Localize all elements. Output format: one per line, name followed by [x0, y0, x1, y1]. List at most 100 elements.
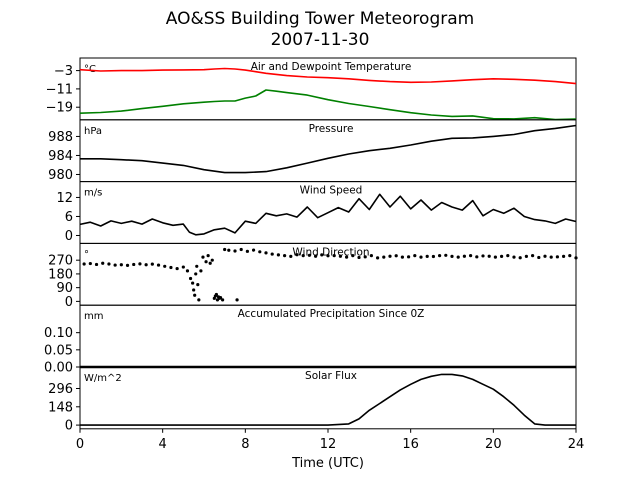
panel-pressure: 980 984 988 hPa Pressure: [48, 119, 577, 183]
panel-unit-label: °: [84, 249, 89, 260]
y-tick-label: 980: [48, 168, 73, 183]
panel-solar-flux: 0 148 296 W/m^2 Solar Flux: [48, 366, 577, 434]
panel-title: Wind Speed: [300, 185, 363, 197]
data-point: [493, 255, 497, 259]
data-point: [175, 266, 179, 271]
y-tick-label: 90: [56, 281, 73, 296]
data-point: [549, 255, 553, 259]
data-point: [413, 254, 417, 258]
panel-title: Pressure: [309, 123, 354, 135]
data-point: [518, 256, 522, 260]
data-point: [201, 255, 205, 259]
data-point: [283, 254, 287, 258]
data-point: [188, 276, 193, 281]
data-point: [88, 261, 92, 266]
panel-title: Solar Flux: [305, 370, 357, 382]
data-point: [239, 247, 243, 252]
data-point: [214, 292, 218, 297]
data-point: [150, 262, 154, 266]
data-point: [543, 254, 547, 258]
y-tick-label: 0.10: [44, 326, 73, 341]
data-point: [438, 254, 442, 258]
data-point: [208, 261, 212, 265]
data-point: [524, 254, 529, 258]
data-point: [456, 255, 460, 259]
data-point: [431, 254, 435, 259]
y-tick-label: 12: [56, 191, 73, 206]
y-tick-label: 0.05: [44, 343, 73, 358]
data-point: [419, 255, 423, 259]
data-point: [562, 254, 566, 258]
data-point: [258, 250, 262, 254]
data-point: [363, 255, 367, 259]
x-tick-label: 24: [568, 437, 585, 452]
data-point: [221, 298, 225, 302]
y-tick-label: 0: [65, 295, 73, 310]
data-point: [338, 254, 342, 258]
data-point: [195, 264, 199, 268]
data-point: [400, 255, 404, 259]
data-point: [369, 254, 373, 258]
data-point: [345, 255, 349, 259]
y-tick-label: 984: [48, 149, 73, 164]
data-point: [469, 254, 473, 258]
data-point: [210, 258, 214, 262]
data-point: [101, 261, 105, 265]
data-point: [113, 263, 117, 267]
y-tick-label: 988: [48, 130, 73, 145]
panels-group: −3 −11 −19 °C Air and Dewpoint Temperature 98…: [44, 57, 578, 434]
y-tick-label: 0.00: [44, 361, 73, 376]
data-point: [382, 255, 386, 259]
data-point: [132, 262, 136, 267]
data-point: [197, 298, 201, 302]
panel-precipitation: 0.00 0.05 0.10 mm Accumulated Precipitation …: [44, 304, 577, 376]
y-tick-label: 6: [65, 210, 73, 225]
data-point: [185, 269, 190, 273]
data-point: [264, 251, 268, 255]
data-point: [252, 248, 256, 252]
x-tick-label: 20: [485, 437, 502, 452]
data-point: [357, 255, 361, 260]
data-point: [326, 254, 330, 258]
data-point: [82, 262, 86, 266]
y-tick-label: −11: [46, 82, 73, 97]
data-point: [199, 269, 203, 273]
data-point: [107, 262, 111, 266]
series-line-default: [80, 373, 576, 426]
series-line-dewpoint: [79, 89, 577, 121]
data-point: [204, 260, 208, 264]
data-point: [500, 254, 504, 258]
data-point: [512, 255, 516, 259]
data-point: [388, 254, 392, 258]
x-tick-label: 8: [241, 437, 249, 452]
data-point: [537, 255, 541, 260]
series-line-default: [80, 124, 577, 174]
data-point: [181, 265, 185, 269]
data-point: [196, 283, 200, 287]
data-point: [307, 253, 311, 257]
panel-unit-label: W/m^2: [84, 373, 122, 384]
data-point: [301, 254, 305, 258]
y-tick-label: −19: [46, 101, 73, 116]
chart-title: AO&SS Building Tower Meteorogram: [166, 9, 474, 29]
panel-title: Air and Dewpoint Temperature: [251, 61, 412, 73]
data-point: [314, 254, 318, 258]
y-tick-label: 180: [48, 267, 73, 282]
data-point: [94, 262, 99, 267]
data-point: [138, 262, 142, 266]
x-tick-label: 4: [159, 437, 167, 452]
y-tick-label: 148: [48, 400, 73, 415]
data-point: [555, 255, 560, 259]
y-tick-label: 0: [65, 229, 73, 244]
data-point: [119, 263, 123, 267]
data-point: [568, 254, 572, 258]
data-point: [218, 295, 223, 300]
data-point: [320, 253, 324, 257]
data-point: [223, 247, 227, 252]
series-line-temperature: [79, 67, 577, 85]
data-point: [194, 272, 198, 276]
data-point: [407, 255, 411, 259]
